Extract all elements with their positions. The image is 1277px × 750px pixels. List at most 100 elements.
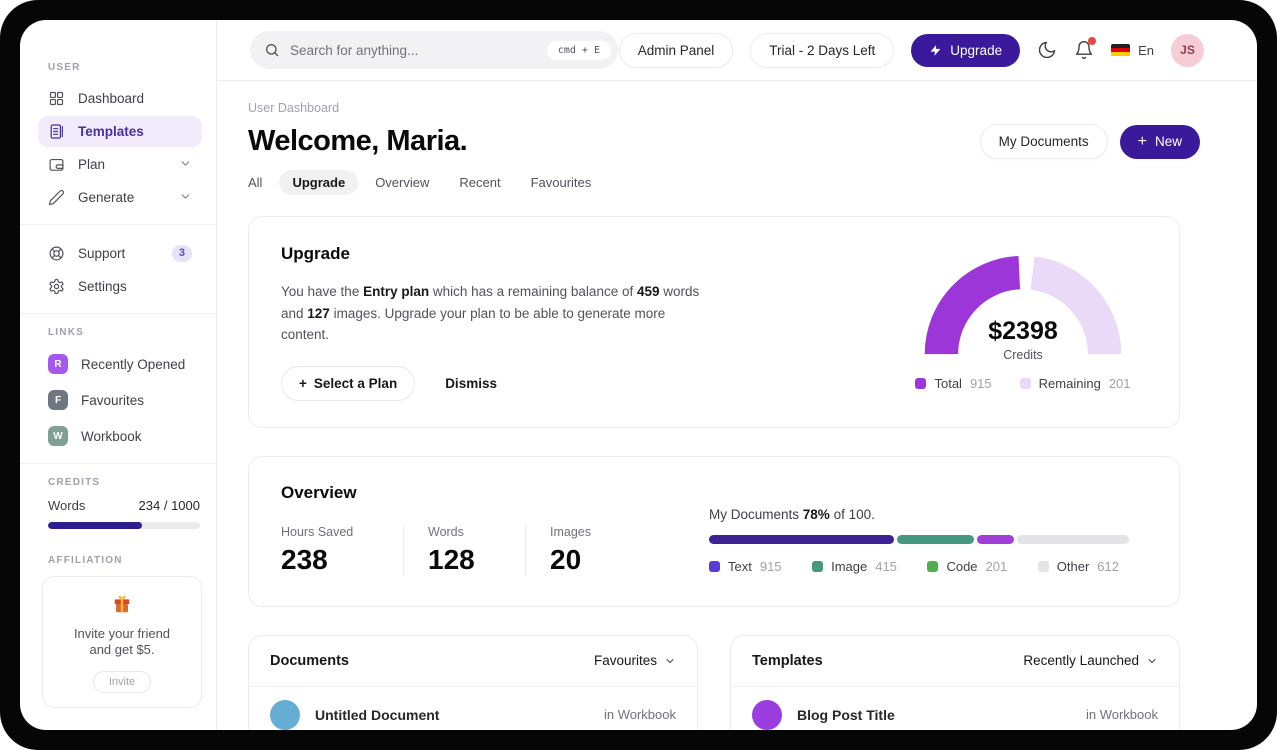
bell-icon: [1075, 41, 1093, 60]
lightning-bolt-icon: [930, 44, 941, 56]
app-window: USER Dashboard Templates Plan Generate S…: [20, 20, 1257, 730]
admin-panel-button[interactable]: Admin Panel: [618, 32, 734, 68]
documents-progress-text: My Documents 78% of 100.: [709, 506, 875, 522]
templates-filter-dropdown[interactable]: Recently Launched: [1023, 653, 1158, 668]
document-thumbnail: [270, 699, 300, 730]
bar-segment-code: [976, 534, 1015, 544]
sidebar-item-label: Dashboard: [78, 91, 145, 106]
support-badge: 3: [171, 245, 192, 262]
credits-progress-bar: [48, 522, 200, 529]
notifications-button[interactable]: [1074, 37, 1097, 60]
sidebar: USER Dashboard Templates Plan Generate S…: [20, 20, 217, 730]
trial-status-badge[interactable]: Trial - 2 Days Left: [750, 32, 895, 68]
affiliation-card: Invite your friend and get $5. Invite: [42, 576, 202, 708]
new-button[interactable]: + New: [1119, 124, 1200, 159]
legend-item-text: Text 915: [709, 559, 782, 574]
documents-filter-dropdown[interactable]: Favourites: [594, 653, 676, 668]
wallet-icon: [49, 158, 64, 171]
stat-words: Words 128: [403, 524, 525, 576]
upgrade-card-title: Upgrade: [281, 244, 350, 263]
tab-favourites[interactable]: Favourites: [530, 175, 592, 190]
gauge-value: $2398: [988, 317, 1058, 345]
overview-stats: Hours Saved 238 Words 128 Images 20: [281, 524, 647, 576]
dismiss-button[interactable]: Dismiss: [445, 375, 497, 391]
documents-progress: My Documents 78% of 100. Text 915: [709, 507, 1129, 576]
credits-progress-fill: [48, 522, 143, 529]
breadcrumb: User Dashboard: [248, 101, 340, 115]
gear-icon: [49, 278, 64, 295]
templates-card: Templates Recently Launched Blog Post Ti…: [730, 634, 1180, 730]
gift-icon: [114, 595, 130, 613]
stacked-progress-bar: [709, 534, 1129, 544]
search-input[interactable]: Search for anything... cmd + E: [250, 31, 618, 69]
template-list-item[interactable]: Blog Post Title in Workbook: [731, 687, 1179, 730]
template-thumbnail: [752, 699, 782, 730]
sidebar-item-label: Generate: [78, 190, 135, 205]
page-title: Welcome, Maria.: [248, 125, 468, 157]
sidebar-item-generate[interactable]: Generate: [38, 182, 202, 213]
plus-icon: +: [1137, 132, 1147, 150]
overview-card-title: Overview: [281, 482, 357, 502]
language-code: En: [1138, 42, 1154, 58]
legend-swatch: [709, 560, 720, 572]
filter-tabs: All Upgrade Overview Recent Favourites: [248, 170, 1200, 195]
sidebar-link-recently-opened[interactable]: R Recently Opened: [38, 348, 202, 380]
legend-item-total: Total 915: [915, 376, 992, 391]
gauge-legend: Total 915 Remaining 201: [915, 376, 1131, 391]
legend-item-code: Code 201: [927, 559, 1007, 574]
upgrade-button[interactable]: Upgrade: [911, 33, 1021, 67]
sidebar-item-settings[interactable]: Settings: [38, 271, 202, 302]
gauge-chart: [924, 255, 1122, 355]
document-list-item[interactable]: Untitled Document in Workbook: [249, 687, 697, 730]
dark-mode-toggle[interactable]: [1037, 40, 1057, 60]
tab-upgrade[interactable]: Upgrade: [279, 170, 359, 195]
tab-all[interactable]: All: [248, 175, 263, 190]
affiliation-text: Invite your friend and get $5.: [73, 626, 171, 658]
user-avatar[interactable]: JS: [1171, 33, 1204, 67]
legend-item-image: Image 415: [812, 559, 897, 574]
search-placeholder: Search for anything...: [290, 42, 419, 58]
bar-segment-text: [709, 534, 894, 544]
sidebar-item-plan[interactable]: Plan: [38, 149, 202, 180]
legend-item-other: Other 612: [1037, 559, 1119, 574]
legend-swatch: [1019, 378, 1031, 389]
templates-card-title: Templates: [752, 652, 823, 669]
chevron-down-icon[interactable]: [179, 157, 192, 173]
upgrade-card-body: You have the Entry plan which has a rema…: [281, 284, 700, 343]
sidebar-item-support[interactable]: Support 3: [38, 238, 202, 269]
my-documents-button[interactable]: My Documents: [979, 124, 1108, 159]
sidebar-item-label: Support: [78, 246, 126, 261]
sidebar-link-workbook[interactable]: W Workbook: [38, 420, 202, 452]
legend-swatch: [812, 560, 824, 572]
credits-metric-label: Words: [48, 498, 86, 513]
sidebar-link-favourites[interactable]: F Favourites: [38, 384, 202, 416]
link-label: Recently Opened: [81, 356, 186, 372]
select-plan-button[interactable]: + Select a Plan: [281, 365, 416, 401]
link-initial-badge: R: [48, 354, 68, 374]
link-label: Favourites: [81, 392, 145, 408]
divider: [20, 313, 216, 314]
moon-icon: [1038, 41, 1056, 59]
tab-overview[interactable]: Overview: [375, 175, 430, 190]
documents-card-title: Documents: [270, 652, 349, 669]
sidebar-item-dashboard[interactable]: Dashboard: [38, 83, 202, 114]
main-area: Search for anything... cmd + E Admin Pan…: [217, 20, 1257, 730]
sidebar-item-templates[interactable]: Templates: [38, 116, 202, 147]
chevron-down-icon[interactable]: [179, 190, 192, 206]
sidebar-item-label: Settings: [78, 279, 127, 294]
divider: [20, 463, 216, 464]
invite-button[interactable]: Invite: [92, 670, 152, 693]
notification-dot: [1088, 37, 1097, 45]
divider: [20, 224, 216, 225]
stat-images: Images 20: [525, 524, 647, 576]
bar-segment-other: [1017, 534, 1129, 544]
chevron-down-icon: [666, 658, 674, 663]
dashboard-content: User Dashboard Welcome, Maria. My Docume…: [217, 81, 1257, 730]
tab-recent[interactable]: Recent: [459, 175, 501, 190]
sidebar-section-user: USER: [48, 62, 81, 73]
search-icon: [266, 44, 279, 57]
language-selector[interactable]: En: [1111, 43, 1154, 58]
plus-icon: +: [299, 375, 307, 391]
overview-left: Overview Hours Saved 238 Words 128: [281, 483, 647, 576]
